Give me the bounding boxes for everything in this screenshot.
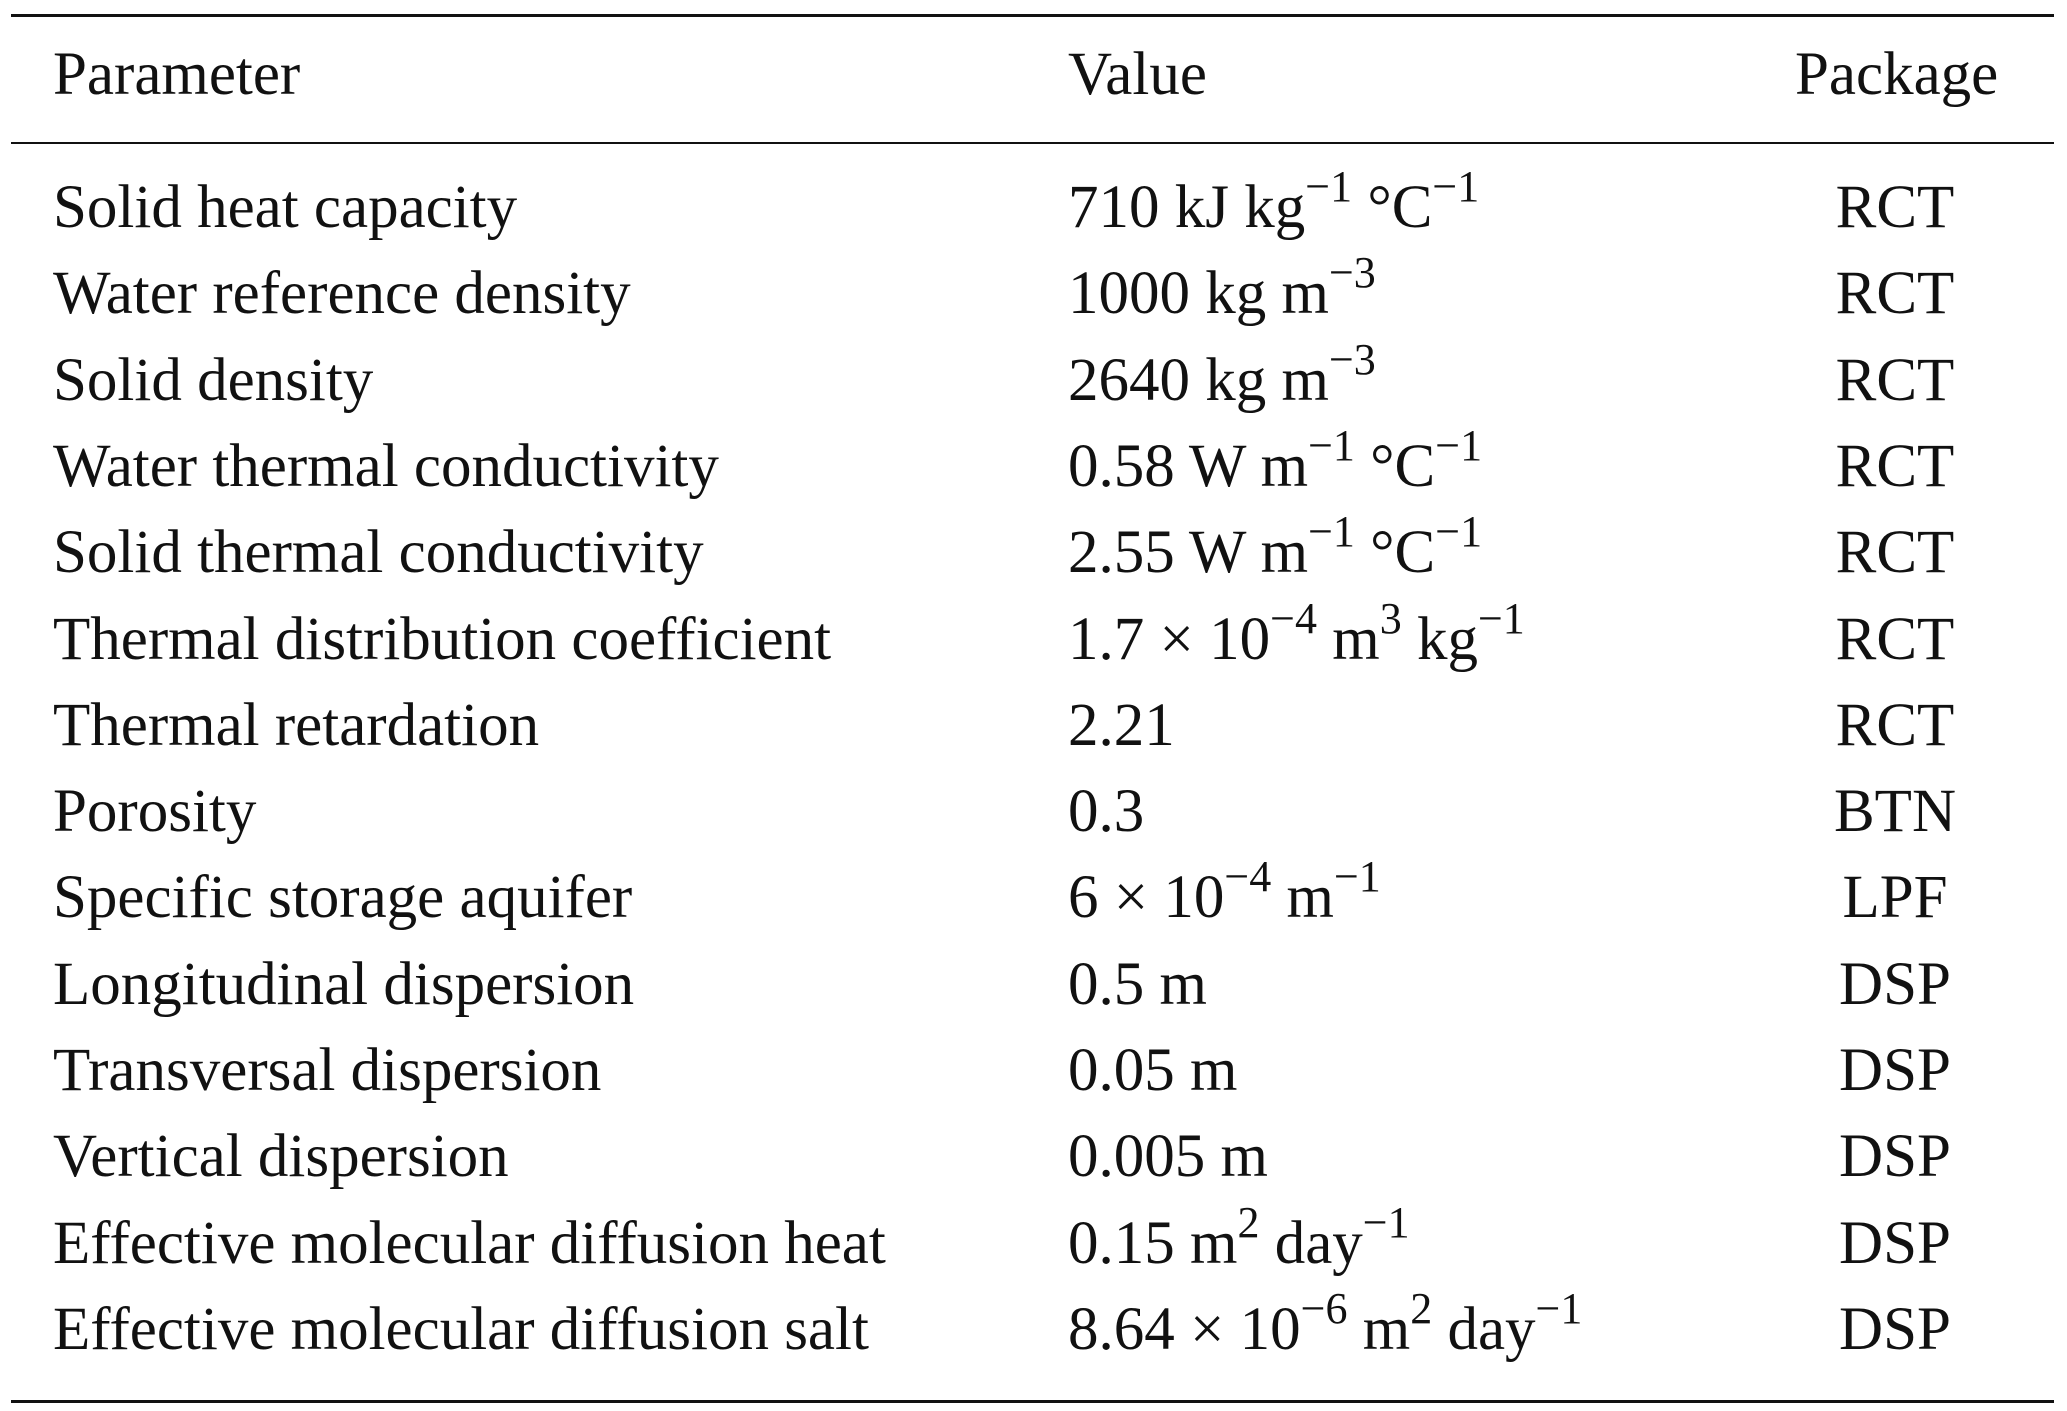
- value-exponent: −3: [1328, 248, 1376, 298]
- parameter-cell: Vertical dispersion: [53, 1123, 509, 1191]
- value-text: m: [1271, 864, 1334, 932]
- value-exponent: −1: [1535, 1283, 1583, 1333]
- value-cell: 710 kJ kg−1 °C−1: [1068, 165, 1479, 248]
- value-exponent: −1: [1435, 420, 1483, 470]
- parameter-cell: Effective molecular diffusion salt: [53, 1295, 869, 1363]
- package-cell: LPF: [1842, 864, 1948, 932]
- package-cell: RCT: [1835, 605, 1955, 673]
- value-text: 6 × 10: [1068, 864, 1225, 932]
- parameter-cell: Solid density: [53, 346, 374, 414]
- package-cell: DSP: [1839, 1295, 1951, 1363]
- package-cell: RCT: [1835, 260, 1955, 328]
- value-cell: 2.55 W m−1 °C−1: [1068, 510, 1482, 593]
- package-cell: RCT: [1835, 346, 1955, 414]
- value-text: °C: [1354, 519, 1436, 587]
- value-exponent: −3: [1328, 334, 1376, 384]
- value-text: 1.7 × 10: [1068, 605, 1271, 673]
- value-cell: 1.7 × 10−4 m3 kg−1: [1068, 596, 1525, 680]
- value-text: kg: [1401, 605, 1478, 673]
- value-exponent: −6: [1300, 1283, 1348, 1333]
- value-cell: 1000 kg m−3: [1068, 251, 1376, 334]
- value-text: day: [1432, 1295, 1536, 1363]
- value-exponent: −1: [1362, 1197, 1410, 1247]
- value-text: 0.005 m: [1068, 1123, 1268, 1191]
- value-cell: 2.21: [1068, 686, 1175, 766]
- parameter-cell: Thermal retardation: [53, 691, 540, 759]
- parameter-cell: Solid heat capacity: [53, 174, 518, 241]
- parameter-cell: Water thermal conductivity: [53, 432, 719, 500]
- value-exponent: −1: [1432, 162, 1480, 211]
- value-cell: 0.05 m: [1068, 1031, 1237, 1111]
- value-exponent: −1: [1477, 593, 1525, 643]
- package-cell: DSP: [1839, 1123, 1951, 1191]
- parameter-cell: Solid thermal conductivity: [53, 519, 704, 587]
- parameter-cell: Water reference density: [53, 260, 631, 328]
- header-cell: Value: [1068, 41, 1207, 108]
- value-text: 0.5 m: [1068, 950, 1207, 1018]
- parameter-cell: Porosity: [53, 778, 257, 846]
- value-exponent: −1: [1308, 507, 1355, 557]
- parameter-cell: Specific storage aquifer: [53, 864, 633, 932]
- value-text: 2640 kg m: [1068, 346, 1329, 414]
- value-cell: 6 × 10−4 m−1: [1068, 855, 1381, 938]
- package-cell: RCT: [1835, 691, 1955, 759]
- value-text: m: [1347, 1295, 1411, 1363]
- value-exponent: −4: [1270, 593, 1317, 643]
- package-cell: RCT: [1835, 519, 1955, 587]
- value-exponent: −1: [1333, 852, 1381, 902]
- value-text: 1000 kg m: [1068, 260, 1329, 328]
- value-text: 2.55 W m: [1068, 519, 1309, 587]
- value-cell: 2640 kg m−3: [1068, 337, 1376, 421]
- value-text: 710 kJ kg: [1068, 174, 1306, 241]
- value-text: 8.64 × 10: [1068, 1295, 1301, 1363]
- value-exponent: −1: [1308, 420, 1355, 470]
- header-rule: [11, 142, 2054, 144]
- value-text: day: [1259, 1209, 1363, 1277]
- value-cell: 8.64 × 10−6 m2 day−1: [1068, 1286, 1582, 1370]
- value-text: 0.05 m: [1068, 1037, 1238, 1104]
- bottom-rule: [11, 1400, 2054, 1403]
- package-cell: RCT: [1835, 174, 1955, 241]
- value-text: 0.58 W m: [1068, 432, 1309, 500]
- value-cell: 0.3: [1068, 772, 1144, 852]
- value-text: 2.21: [1068, 691, 1175, 759]
- parameter-cell: Transversal dispersion: [53, 1037, 602, 1104]
- value-exponent: 2: [1410, 1283, 1433, 1333]
- value-cell: 0.5 m: [1068, 945, 1207, 1025]
- value-exponent: −4: [1224, 852, 1272, 902]
- value-cell: 0.005 m: [1068, 1117, 1268, 1197]
- value-text: m: [1316, 605, 1380, 673]
- value-text: °C: [1352, 174, 1433, 241]
- header-cell: Parameter: [53, 41, 301, 108]
- value-text: 0.3: [1068, 778, 1145, 846]
- package-cell: BTN: [1834, 778, 1956, 846]
- parameter-cell: Longitudinal dispersion: [53, 950, 635, 1018]
- package-cell: DSP: [1839, 950, 1951, 1018]
- top-rule: [11, 14, 2054, 17]
- value-text: °C: [1354, 432, 1436, 500]
- header-cell: Package: [1795, 41, 1999, 108]
- value-exponent: 3: [1379, 593, 1402, 643]
- package-cell: RCT: [1835, 432, 1955, 500]
- value-cell: 0.58 W m−1 °C−1: [1068, 423, 1482, 507]
- value-text: 0.15 m: [1068, 1209, 1238, 1277]
- parameter-cell: Thermal distribution coefficient: [53, 605, 832, 673]
- parameter-cell: Effective molecular diffusion heat: [53, 1209, 886, 1277]
- value-cell: 0.15 m2 day−1: [1068, 1200, 1410, 1284]
- package-cell: DSP: [1839, 1037, 1951, 1104]
- value-exponent: −1: [1305, 162, 1353, 211]
- value-exponent: −1: [1435, 507, 1483, 557]
- value-exponent: 2: [1237, 1197, 1260, 1247]
- package-cell: DSP: [1839, 1209, 1951, 1277]
